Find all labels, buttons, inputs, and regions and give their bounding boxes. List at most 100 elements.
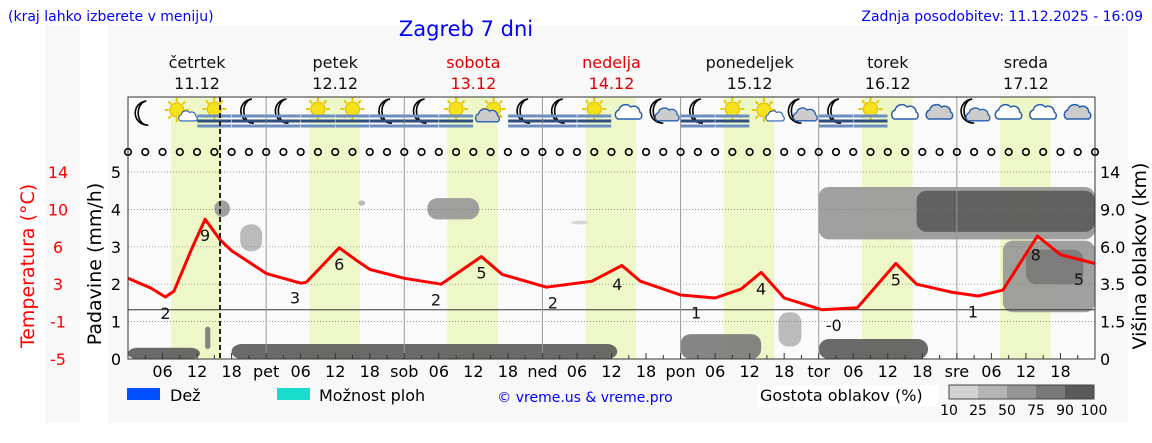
day-name: sreda	[1004, 53, 1048, 72]
cloud-icon	[994, 103, 1023, 120]
sun-ray	[754, 114, 759, 120]
precip-tick-label: 4	[111, 200, 121, 219]
colorbar-swatch	[1007, 385, 1036, 399]
daylight-band	[723, 97, 775, 359]
weather-icon-moon-fog	[680, 98, 715, 128]
sun-ray	[446, 99, 452, 105]
day-date: 11.12	[174, 74, 220, 93]
region-hint[interactable]: (kraj lahko izberete v meniju)	[8, 9, 214, 25]
weather-icon-moon-cloud	[960, 98, 991, 124]
weather-icon-moon-cloud	[787, 98, 818, 124]
cloud-icon	[178, 110, 198, 122]
density-legend-title: Gostota oblakov (%)	[760, 386, 923, 405]
sun-icon	[756, 102, 772, 118]
cloud-icon	[654, 107, 680, 122]
sun-ray	[723, 99, 728, 105]
temperature-tick-label: 6	[53, 238, 63, 257]
weather-icon-moon-fog	[370, 98, 405, 128]
legend-storm-label: Možnost ploh	[319, 386, 425, 405]
x-tick-label: sre	[945, 362, 969, 381]
cloud-height-tick-label: 0	[1100, 350, 1110, 369]
cloud-patch	[214, 200, 230, 217]
temperature-label: 4	[756, 279, 766, 298]
precip-tick-label: 1	[111, 313, 121, 332]
x-tick-label: 12	[878, 362, 898, 381]
moon-icon	[787, 98, 802, 124]
weather-icon-moon-cloud	[649, 98, 680, 124]
left-strip-gap	[80, 25, 108, 423]
weather-icon-moon	[134, 100, 149, 126]
density-colorbar: 10 25 50 75 90 100	[940, 384, 1108, 419]
x-tick-label: 06	[981, 362, 1001, 381]
legend-storm-swatch	[277, 388, 310, 400]
storm-indicator-dot	[572, 147, 582, 157]
day-date: 15.12	[727, 74, 773, 93]
x-tick-label: 06	[429, 362, 449, 381]
temperature-label: 2	[548, 293, 558, 312]
sun-icon	[448, 101, 464, 117]
weather-icon-cloud	[994, 103, 1023, 120]
storm-indicator-dot	[987, 147, 996, 157]
credit-link[interactable]: © vreme.us & vreme.pro	[497, 390, 672, 406]
moon-icon	[134, 100, 149, 126]
storm-indicator-dot	[780, 147, 789, 157]
day-name: torek	[867, 53, 909, 72]
cloud-icon	[925, 103, 954, 120]
sun-ray	[308, 99, 313, 105]
day-name: ponedeljek	[706, 53, 795, 72]
colorbar-label: 100	[1081, 403, 1108, 419]
sun-ray	[167, 100, 172, 106]
weather-icon-sun-fog	[577, 97, 612, 128]
sun-icon	[586, 101, 602, 117]
storm-indicator-dot	[659, 147, 668, 157]
weather-icon-moon-fog	[508, 98, 543, 128]
storm-indicator-dot	[382, 147, 392, 157]
storm-indicator-dot	[831, 147, 841, 157]
storm-indicator-dot	[503, 147, 512, 157]
temperature-label: 5	[891, 271, 901, 290]
weather-icon-sun-fog	[197, 97, 232, 128]
cloud-patch	[231, 344, 618, 359]
cloud-icon	[792, 107, 818, 122]
colorbar-swatch	[978, 385, 1007, 399]
cloud-patch	[680, 334, 762, 359]
storm-indicator-dot	[762, 147, 772, 157]
storm-indicator-dot	[521, 147, 530, 157]
storm-indicator-dot	[486, 147, 495, 157]
x-tick-label: 18	[498, 362, 518, 381]
storm-indicator-dot	[918, 147, 927, 157]
temperature-tick-label: -5	[50, 350, 66, 369]
precip-tick-label: 3	[111, 238, 121, 257]
temperature-tick-label: -1	[50, 313, 66, 332]
cloud-icon	[1063, 103, 1092, 120]
storm-indicator-dot	[607, 147, 616, 157]
colorbar-frame	[948, 384, 1095, 400]
weather-icon-cloud	[614, 103, 643, 120]
sun-icon	[310, 101, 326, 117]
day-name: četrtek	[169, 53, 227, 72]
weather-icon-cloud	[1029, 103, 1058, 120]
weather-icon-sun-fog	[335, 97, 370, 128]
weather-icon-sun-cloud-grey	[474, 97, 506, 123]
x-tick-label: 18	[636, 362, 656, 381]
daylight-band	[585, 97, 637, 359]
sun-ray	[599, 99, 604, 105]
sun-icon	[863, 101, 879, 117]
day-name: sobota	[446, 53, 500, 72]
cloud-height-tick-label: 3.5	[1100, 275, 1125, 294]
temperature-tick-label: 14	[48, 163, 68, 182]
x-tick-label: 18	[360, 362, 380, 381]
day-date: 12.12	[312, 74, 358, 93]
sun-ray	[754, 100, 759, 106]
weather-icon-moon-fog	[542, 98, 577, 128]
cloud-icon	[965, 107, 991, 122]
x-tick-label: 06	[567, 362, 587, 381]
storm-indicator-dot	[175, 147, 184, 157]
sun-ray	[205, 99, 210, 105]
cloud-patch	[778, 312, 802, 347]
storm-indicator-dot	[451, 147, 461, 157]
weather-icon-cloud	[890, 103, 919, 120]
sun-ray	[181, 100, 186, 106]
storm-indicator-dot	[227, 147, 236, 157]
colorbar-swatch	[1036, 385, 1065, 399]
